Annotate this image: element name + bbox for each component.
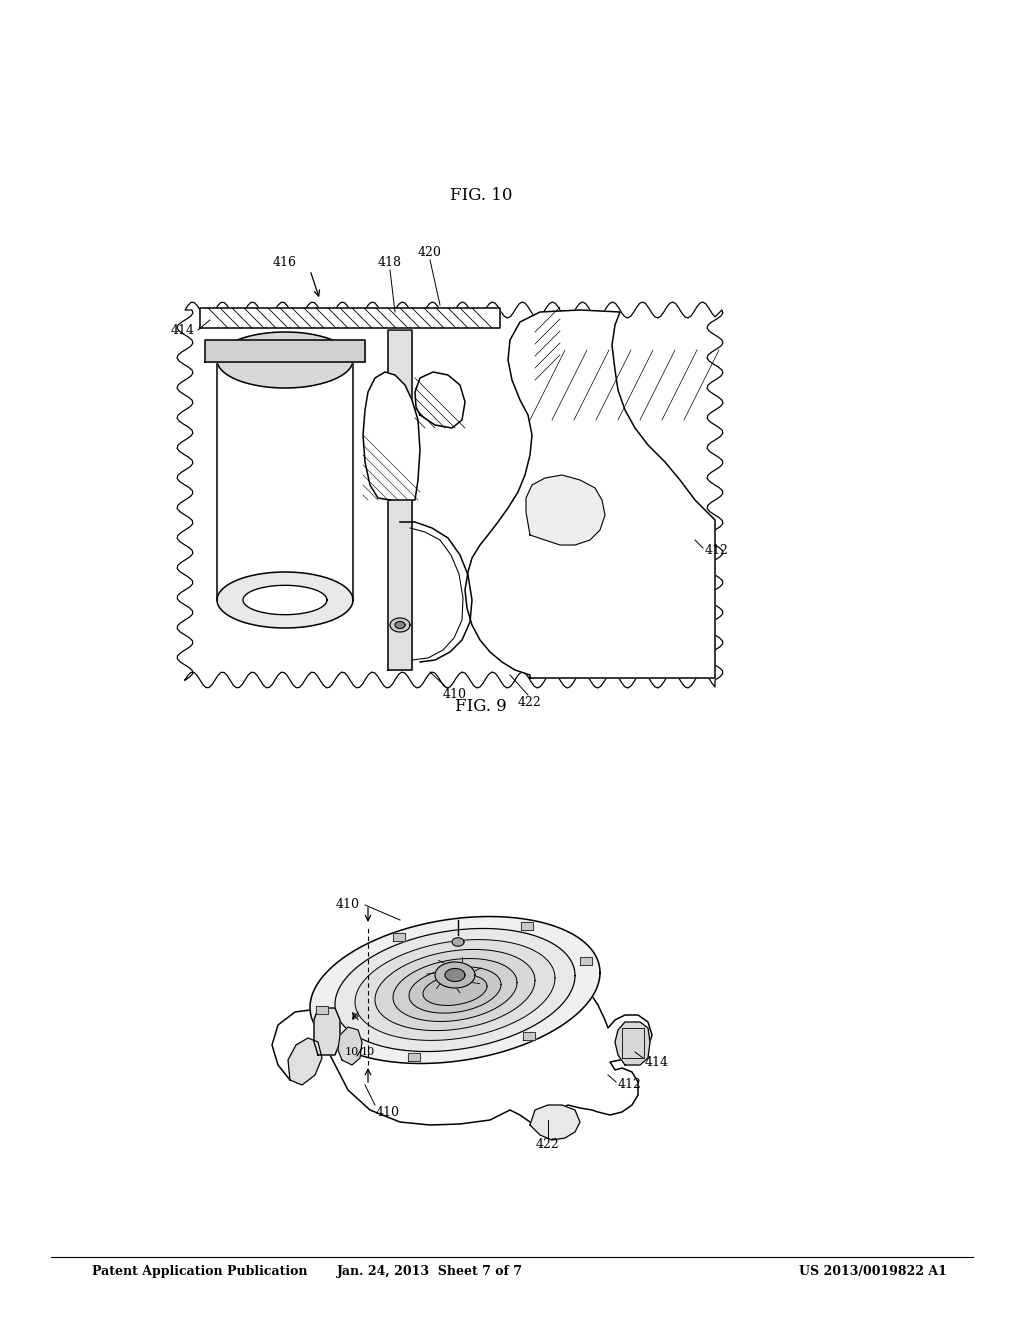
Polygon shape	[362, 372, 420, 500]
Text: FIG. 9: FIG. 9	[456, 698, 507, 714]
Text: US 2013/0019822 A1: US 2013/0019822 A1	[799, 1265, 946, 1278]
Polygon shape	[200, 308, 500, 327]
Polygon shape	[243, 585, 327, 615]
Text: 420: 420	[418, 246, 442, 259]
Text: 410: 410	[443, 689, 467, 701]
Polygon shape	[615, 1022, 650, 1065]
Text: 422: 422	[537, 1138, 560, 1151]
Text: 414: 414	[171, 323, 195, 337]
Polygon shape	[452, 937, 464, 946]
Text: Jan. 24, 2013  Sheet 7 of 7: Jan. 24, 2013 Sheet 7 of 7	[337, 1265, 523, 1278]
Polygon shape	[435, 962, 475, 987]
Polygon shape	[310, 916, 600, 1064]
Text: 412: 412	[618, 1078, 642, 1092]
Polygon shape	[423, 974, 487, 1006]
Polygon shape	[355, 940, 555, 1040]
Text: 10: 10	[360, 1047, 375, 1057]
Text: 416: 416	[273, 256, 297, 268]
Polygon shape	[335, 928, 575, 1052]
Polygon shape	[395, 622, 406, 628]
Bar	[523, 1032, 535, 1040]
Text: 10: 10	[345, 1047, 359, 1057]
Text: FIG. 10: FIG. 10	[450, 187, 513, 203]
Polygon shape	[338, 1027, 362, 1065]
Text: 422: 422	[518, 696, 542, 709]
Polygon shape	[393, 958, 517, 1022]
Polygon shape	[445, 969, 465, 982]
Polygon shape	[177, 302, 723, 688]
Text: 412: 412	[705, 544, 729, 557]
Bar	[521, 923, 534, 931]
Polygon shape	[388, 330, 412, 671]
Text: Patent Application Publication: Patent Application Publication	[92, 1265, 307, 1278]
Bar	[393, 933, 406, 941]
Polygon shape	[272, 939, 652, 1125]
Polygon shape	[465, 310, 715, 678]
Polygon shape	[530, 1105, 580, 1140]
Polygon shape	[415, 372, 465, 428]
Polygon shape	[288, 1038, 322, 1085]
Text: 414: 414	[645, 1056, 669, 1068]
Polygon shape	[314, 1008, 340, 1055]
Text: 410: 410	[376, 1106, 400, 1118]
Polygon shape	[409, 966, 501, 1014]
Text: 418: 418	[378, 256, 402, 268]
Polygon shape	[526, 475, 605, 545]
Polygon shape	[390, 618, 410, 632]
Bar	[580, 957, 592, 965]
Bar	[315, 1006, 328, 1014]
Text: 410: 410	[336, 899, 360, 912]
Polygon shape	[217, 572, 353, 628]
Polygon shape	[375, 949, 535, 1031]
Polygon shape	[217, 333, 353, 388]
Bar	[408, 1053, 420, 1061]
Polygon shape	[205, 341, 365, 362]
